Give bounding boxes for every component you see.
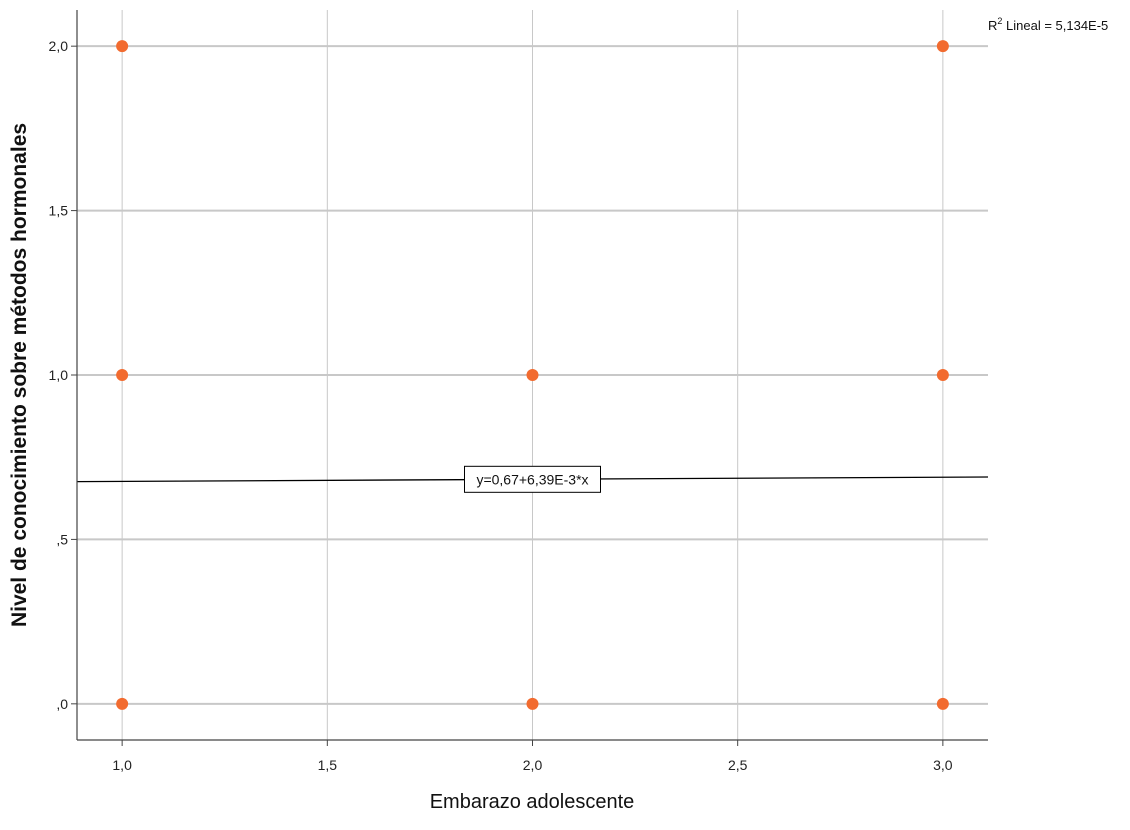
data-point: [116, 369, 129, 381]
y-tick-label: ,5: [56, 531, 68, 547]
data-point: [526, 697, 539, 710]
axes-layer: [71, 10, 988, 746]
r-squared-label: R2 Lineal = 5,134E-5: [988, 16, 1108, 33]
x-tick-label: 1,5: [318, 757, 338, 773]
data-point: [116, 40, 129, 53]
y-tick-label: ,0: [56, 696, 68, 712]
equation-label-box: [464, 465, 601, 493]
points-layer: [116, 40, 949, 710]
x-tick-label: 2,0: [523, 757, 543, 773]
x-tick-label: 2,5: [728, 757, 748, 773]
data-point: [526, 369, 539, 381]
x-tick-label: 3,0: [933, 757, 953, 773]
data-point: [116, 697, 129, 710]
r-squared-superscript: 2: [997, 16, 1002, 26]
data-point: [936, 369, 949, 381]
labels-layer: 1,0 1,5 2,0 2,5 3,0 ,0 ,5 1,0 1,5 2,0: [49, 38, 953, 773]
x-tick-label: 1,0: [112, 757, 132, 773]
r-squared-value: Lineal = 5,134E-5: [1002, 18, 1108, 33]
y-axis-title: Nivel de conocimiento sobre métodos horm…: [8, 123, 31, 627]
fit-line-layer: y=0,67+6,39E-3*x: [76, 465, 989, 493]
r-squared-prefix: R: [988, 18, 997, 33]
equation-label: y=0,67+6,39E-3*x: [476, 471, 588, 487]
y-tick-label: 1,5: [49, 203, 69, 219]
data-point: [936, 40, 949, 53]
y-tick-label: 1,0: [49, 367, 69, 383]
data-point: [936, 697, 949, 710]
y-tick-label: 2,0: [49, 38, 69, 54]
x-axis-title: Embarazo adolescente: [430, 791, 635, 813]
